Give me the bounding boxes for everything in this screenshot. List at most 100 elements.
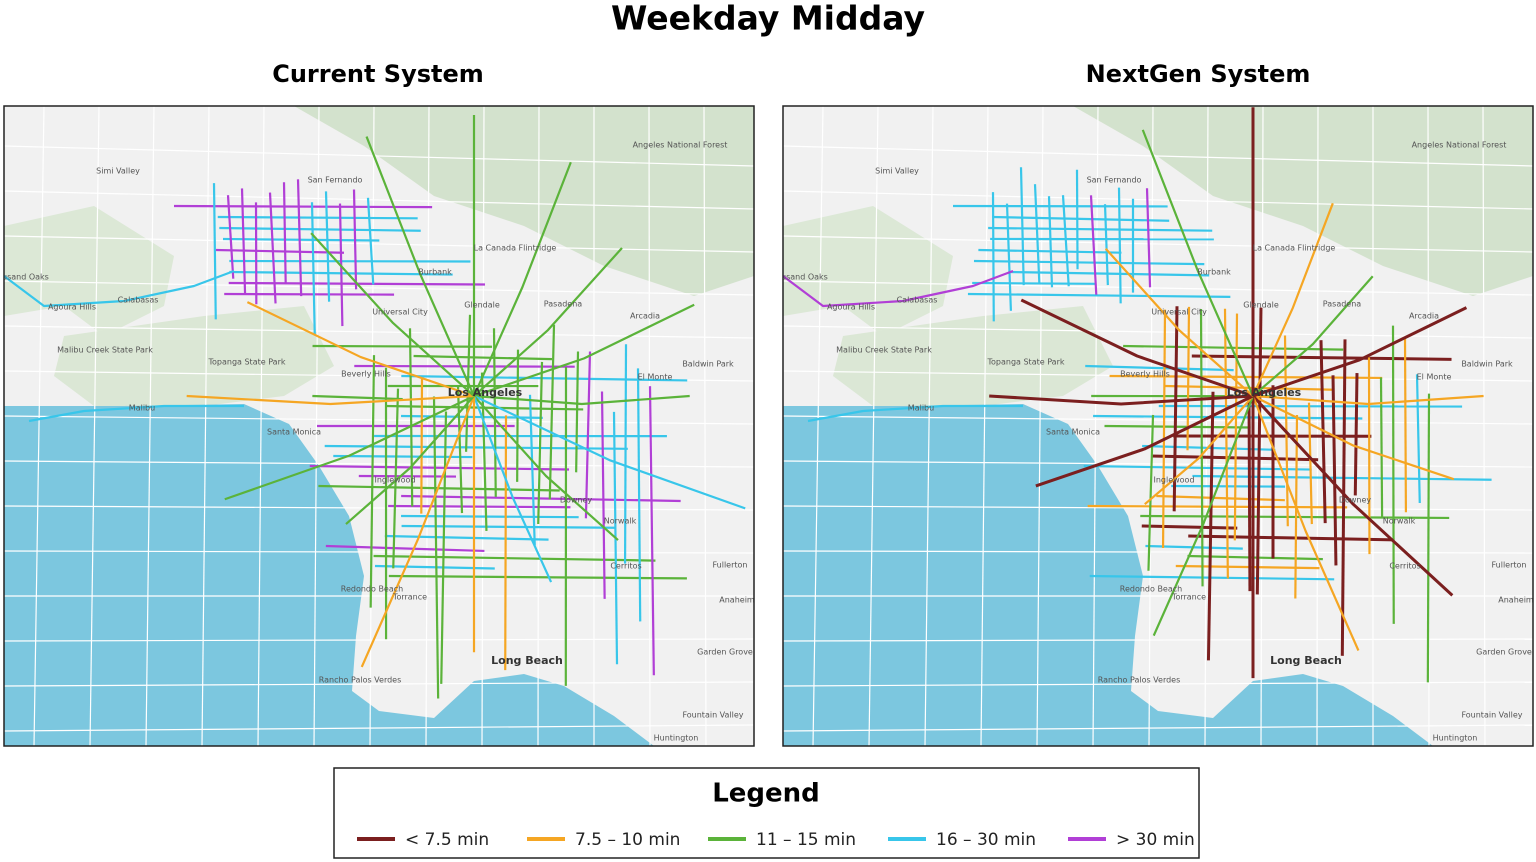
bus-route xyxy=(636,368,642,622)
panel-title: Current System xyxy=(272,60,484,88)
place-label: Torrance xyxy=(1171,593,1206,602)
bus-route xyxy=(1117,187,1122,304)
bus-route xyxy=(492,328,497,497)
bus-route xyxy=(473,303,695,398)
road xyxy=(868,106,879,746)
road xyxy=(783,505,1533,511)
place-label: Long Beach xyxy=(1270,654,1342,667)
bus-route xyxy=(401,524,615,529)
panel-title: NextGen System xyxy=(1086,60,1311,88)
road xyxy=(783,460,1533,468)
bus-route xyxy=(224,292,395,296)
place-label: Garden Grove xyxy=(1476,648,1532,657)
bus-route xyxy=(312,394,403,401)
place-label: Universal City xyxy=(372,308,428,317)
bus-route xyxy=(472,161,572,397)
forest xyxy=(294,106,754,296)
road xyxy=(783,145,1533,167)
legend: < 7.5 min 7.5 – 10 min 11 – 15 min 16 – 30 … xyxy=(357,830,1195,850)
bus-route xyxy=(224,395,475,501)
road xyxy=(4,280,754,296)
road xyxy=(4,235,754,253)
map-panel: Simi Valley Angeles National Forest San Fe… xyxy=(782,105,1534,747)
bus-route xyxy=(1172,306,1179,512)
place-label: Baldwin Park xyxy=(1461,360,1513,369)
bus-route xyxy=(365,136,476,397)
legend-box xyxy=(333,767,1200,859)
place-label: Los Angeles xyxy=(448,386,523,399)
place-label: Topanga State Park xyxy=(986,358,1064,367)
bus-route xyxy=(473,394,690,406)
bus-route xyxy=(1085,364,1234,372)
place-label: Norwalk xyxy=(604,517,637,526)
road xyxy=(783,638,1533,642)
place-label: Simi Valley xyxy=(875,167,919,176)
bus-route xyxy=(1005,203,1013,311)
road xyxy=(33,106,45,746)
bus-route xyxy=(600,391,606,599)
bus-route xyxy=(623,344,628,564)
bus-route xyxy=(401,514,579,519)
bus-route xyxy=(1141,524,1238,530)
road xyxy=(201,106,210,746)
bus-route xyxy=(783,269,1014,308)
bus-route xyxy=(413,354,553,361)
bus-route xyxy=(401,494,681,503)
place-label: Calabasas xyxy=(897,296,938,305)
place-label: El Monte xyxy=(1417,373,1452,382)
place-label: Cerritos xyxy=(610,562,641,571)
place-label: Downey xyxy=(560,496,593,505)
ocean xyxy=(4,404,654,746)
page-title: Weekday Midday xyxy=(611,0,925,38)
road xyxy=(812,106,824,746)
place-label: Agoura Hills xyxy=(827,303,875,312)
bus-route xyxy=(222,237,380,242)
bus-route xyxy=(440,411,448,684)
bus-route xyxy=(537,361,544,525)
bus-route xyxy=(1075,169,1079,270)
map: Simi Valley Angeles National Forest San Fe… xyxy=(783,106,1533,746)
bus-route xyxy=(325,544,485,553)
bus-route xyxy=(1033,184,1041,285)
bus-route xyxy=(1093,414,1363,420)
place-label: Simi Valley xyxy=(96,167,140,176)
place-label: Redondo Beach xyxy=(341,585,403,594)
place-label: Downey xyxy=(1339,496,1372,505)
place-label: Malibu xyxy=(908,404,934,413)
bus-route xyxy=(388,504,571,509)
road xyxy=(759,106,762,746)
park xyxy=(54,306,334,406)
bus-route xyxy=(309,464,570,471)
bus-route xyxy=(1252,275,1374,397)
bus-route xyxy=(366,197,375,285)
bus-route xyxy=(648,386,655,676)
bus-route xyxy=(1233,313,1239,541)
bus-route xyxy=(219,226,421,232)
place-label: Beverly Hills xyxy=(1120,370,1170,379)
bus-route xyxy=(1251,395,1360,651)
place-label: Calabasas xyxy=(118,296,159,305)
road xyxy=(4,681,754,687)
place-label: Rancho Palos Verdes xyxy=(1098,676,1181,685)
bus-route xyxy=(268,192,277,304)
legend-label: 11 – 15 min xyxy=(756,830,856,850)
place-label: San Fernando xyxy=(308,176,363,185)
bus-route xyxy=(1158,404,1463,408)
bus-route xyxy=(1008,270,1210,277)
park xyxy=(833,306,1113,406)
bus-route xyxy=(1156,494,1285,502)
place-label: Santa Monica xyxy=(1046,428,1100,437)
legend-label: 16 – 30 min xyxy=(936,830,1036,850)
road xyxy=(1092,106,1099,746)
bus-route xyxy=(352,189,358,290)
bus-route xyxy=(1251,394,1454,597)
bus-route xyxy=(1103,204,1109,286)
bus-route xyxy=(369,355,376,608)
bus-route xyxy=(226,195,235,279)
bus-route xyxy=(296,179,303,297)
road xyxy=(4,415,754,425)
legend-label: 7.5 – 10 min xyxy=(575,830,680,850)
bus-route xyxy=(28,404,244,423)
road xyxy=(783,724,1533,732)
